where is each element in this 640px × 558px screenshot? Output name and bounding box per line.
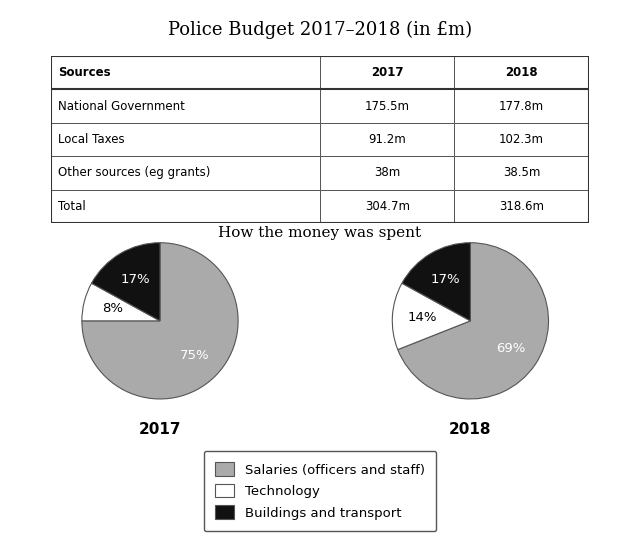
Text: 91.2m: 91.2m <box>369 133 406 146</box>
Text: 318.6m: 318.6m <box>499 200 544 213</box>
Bar <box>51 89 320 123</box>
Text: 2017: 2017 <box>371 66 403 79</box>
Wedge shape <box>82 283 160 321</box>
Wedge shape <box>398 243 548 399</box>
Bar <box>51 123 320 156</box>
Text: 177.8m: 177.8m <box>499 99 544 113</box>
Legend: Salaries (officers and staff), Technology, Buildings and transport: Salaries (officers and staff), Technolog… <box>204 451 436 531</box>
Text: 304.7m: 304.7m <box>365 200 410 213</box>
Text: 69%: 69% <box>496 341 525 354</box>
Bar <box>454 190 589 223</box>
Bar <box>51 156 320 190</box>
Text: National Government: National Government <box>58 99 184 113</box>
Text: 17%: 17% <box>431 273 461 286</box>
Bar <box>320 123 454 156</box>
Wedge shape <box>82 243 238 399</box>
Bar <box>454 123 589 156</box>
Text: Total: Total <box>58 200 85 213</box>
Bar <box>320 190 454 223</box>
Bar <box>454 156 589 190</box>
Text: 2018: 2018 <box>506 66 538 79</box>
Bar <box>454 56 589 89</box>
Wedge shape <box>392 283 470 350</box>
Text: Local Taxes: Local Taxes <box>58 133 124 146</box>
Text: 175.5m: 175.5m <box>365 99 410 113</box>
Bar <box>320 56 454 89</box>
Text: 2017: 2017 <box>139 422 181 437</box>
Text: 14%: 14% <box>407 311 437 324</box>
Text: Sources: Sources <box>58 66 110 79</box>
Text: Other sources (eg grants): Other sources (eg grants) <box>58 166 210 180</box>
Text: 38m: 38m <box>374 166 401 180</box>
Wedge shape <box>402 243 470 321</box>
Bar <box>320 156 454 190</box>
Bar <box>51 56 320 89</box>
Text: 17%: 17% <box>120 273 150 286</box>
Bar <box>320 89 454 123</box>
Text: 8%: 8% <box>102 302 124 315</box>
Text: Police Budget 2017–2018 (in £m): Police Budget 2017–2018 (in £m) <box>168 21 472 40</box>
Bar <box>51 190 320 223</box>
Text: 2018: 2018 <box>449 422 492 437</box>
Text: 102.3m: 102.3m <box>499 133 544 146</box>
Text: How the money was spent: How the money was spent <box>218 226 422 240</box>
Text: 75%: 75% <box>179 349 209 362</box>
Wedge shape <box>92 243 160 321</box>
Bar <box>454 89 589 123</box>
Text: 38.5m: 38.5m <box>503 166 540 180</box>
